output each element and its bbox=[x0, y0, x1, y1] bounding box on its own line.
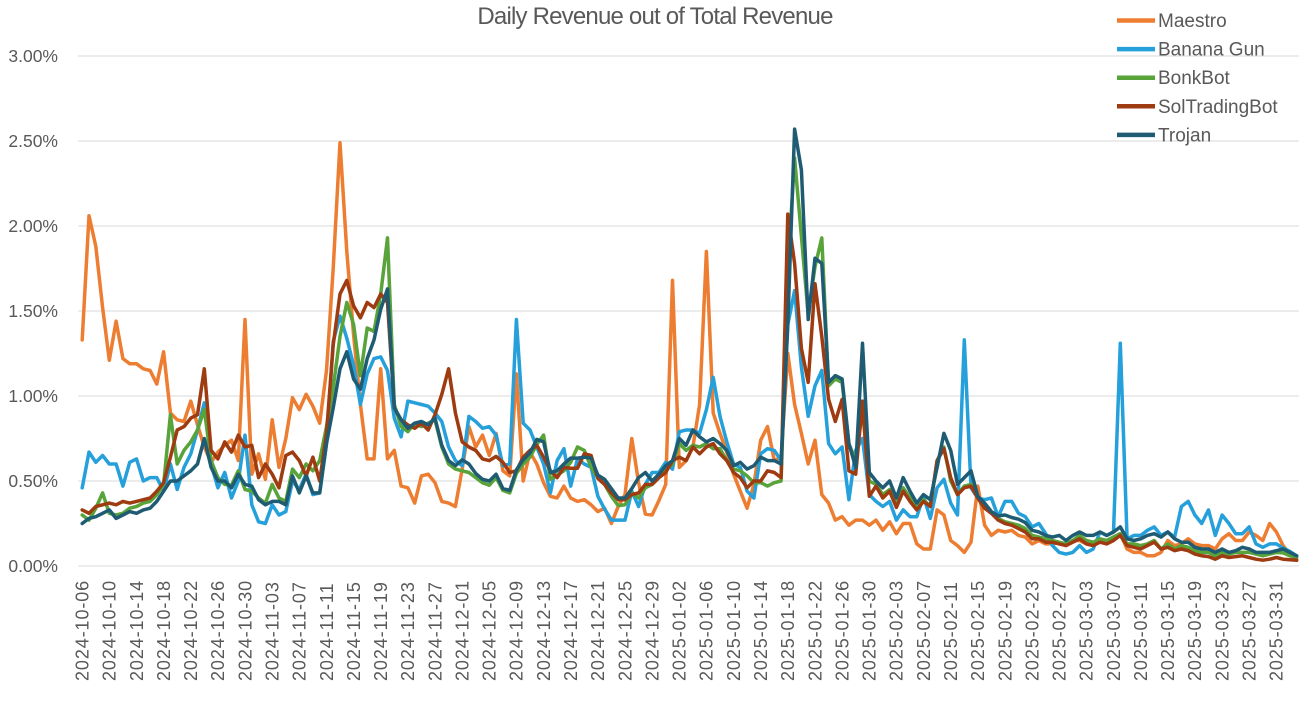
svg-text:1.00%: 1.00% bbox=[8, 386, 58, 406]
svg-text:Banana Gun: Banana Gun bbox=[1158, 40, 1265, 61]
svg-text:2024-12-09: 2024-12-09 bbox=[507, 580, 527, 681]
svg-text:2025-02-11: 2025-02-11 bbox=[941, 581, 961, 681]
svg-text:2025-03-19: 2025-03-19 bbox=[1185, 580, 1205, 681]
svg-text:2.50%: 2.50% bbox=[8, 131, 58, 151]
svg-text:BonkBot: BonkBot bbox=[1158, 68, 1231, 89]
svg-text:2025-01-30: 2025-01-30 bbox=[860, 580, 880, 681]
svg-text:2024-11-07: 2024-11-07 bbox=[290, 581, 310, 681]
svg-text:2024-10-18: 2024-10-18 bbox=[154, 580, 174, 681]
svg-text:2025-01-18: 2025-01-18 bbox=[778, 580, 798, 681]
svg-text:2024-10-26: 2024-10-26 bbox=[208, 580, 228, 681]
svg-text:2025-03-31: 2025-03-31 bbox=[1267, 580, 1287, 681]
svg-text:Maestro: Maestro bbox=[1158, 11, 1227, 32]
svg-text:3.00%: 3.00% bbox=[8, 46, 58, 66]
svg-text:2025-03-15: 2025-03-15 bbox=[1158, 580, 1178, 681]
svg-text:2024-11-03: 2024-11-03 bbox=[263, 581, 283, 681]
svg-text:2024-11-11: 2024-11-11 bbox=[317, 583, 337, 681]
svg-text:2025-01-10: 2025-01-10 bbox=[724, 580, 744, 681]
svg-text:2025-02-07: 2025-02-07 bbox=[914, 580, 934, 681]
svg-text:2024-10-30: 2024-10-30 bbox=[235, 580, 255, 681]
svg-text:Daily Revenue out of Total Rev: Daily Revenue out of Total Revenue bbox=[477, 3, 833, 30]
svg-text:0.00%: 0.00% bbox=[8, 556, 58, 576]
svg-text:2024-11-27: 2024-11-27 bbox=[425, 581, 445, 681]
svg-text:2024-12-01: 2024-12-01 bbox=[453, 580, 473, 681]
svg-text:2025-01-14: 2025-01-14 bbox=[751, 580, 771, 681]
svg-text:2025-01-26: 2025-01-26 bbox=[832, 580, 852, 681]
svg-text:2025-03-27: 2025-03-27 bbox=[1240, 580, 1260, 681]
svg-text:SolTradingBot: SolTradingBot bbox=[1158, 97, 1278, 118]
svg-text:2024-12-13: 2024-12-13 bbox=[534, 580, 554, 681]
svg-text:0.50%: 0.50% bbox=[8, 471, 58, 491]
svg-text:2025-02-23: 2025-02-23 bbox=[1022, 580, 1042, 681]
svg-text:2024-12-25: 2024-12-25 bbox=[615, 580, 635, 681]
svg-text:2025-02-15: 2025-02-15 bbox=[968, 580, 988, 681]
svg-text:2025-03-11: 2025-03-11 bbox=[1131, 581, 1151, 681]
svg-text:1.50%: 1.50% bbox=[8, 301, 58, 321]
svg-text:2025-01-02: 2025-01-02 bbox=[670, 580, 690, 681]
svg-text:2024-11-19: 2024-11-19 bbox=[371, 581, 391, 681]
svg-text:2025-03-07: 2025-03-07 bbox=[1104, 580, 1124, 681]
svg-text:2025-02-03: 2025-02-03 bbox=[887, 580, 907, 681]
svg-text:2024-11-15: 2024-11-15 bbox=[344, 581, 364, 681]
svg-text:2024-12-17: 2024-12-17 bbox=[561, 580, 581, 681]
svg-text:Trojan: Trojan bbox=[1158, 125, 1211, 146]
svg-text:2024-12-29: 2024-12-29 bbox=[642, 580, 662, 681]
svg-text:2.00%: 2.00% bbox=[8, 216, 58, 236]
svg-text:2024-11-23: 2024-11-23 bbox=[398, 581, 418, 681]
svg-text:2024-10-06: 2024-10-06 bbox=[73, 580, 93, 681]
svg-text:2025-03-23: 2025-03-23 bbox=[1212, 580, 1232, 681]
svg-text:2024-10-10: 2024-10-10 bbox=[100, 580, 120, 681]
svg-text:2024-12-05: 2024-12-05 bbox=[480, 580, 500, 681]
svg-text:2025-03-03: 2025-03-03 bbox=[1077, 580, 1097, 681]
svg-text:2025-02-19: 2025-02-19 bbox=[995, 580, 1015, 681]
svg-text:2025-02-27: 2025-02-27 bbox=[1050, 580, 1070, 681]
svg-text:2025-01-22: 2025-01-22 bbox=[805, 580, 825, 681]
svg-text:2024-12-21: 2024-12-21 bbox=[588, 580, 608, 681]
svg-text:2024-10-14: 2024-10-14 bbox=[127, 580, 147, 681]
svg-text:2025-01-06: 2025-01-06 bbox=[697, 580, 717, 681]
svg-text:2024-10-22: 2024-10-22 bbox=[181, 580, 201, 681]
